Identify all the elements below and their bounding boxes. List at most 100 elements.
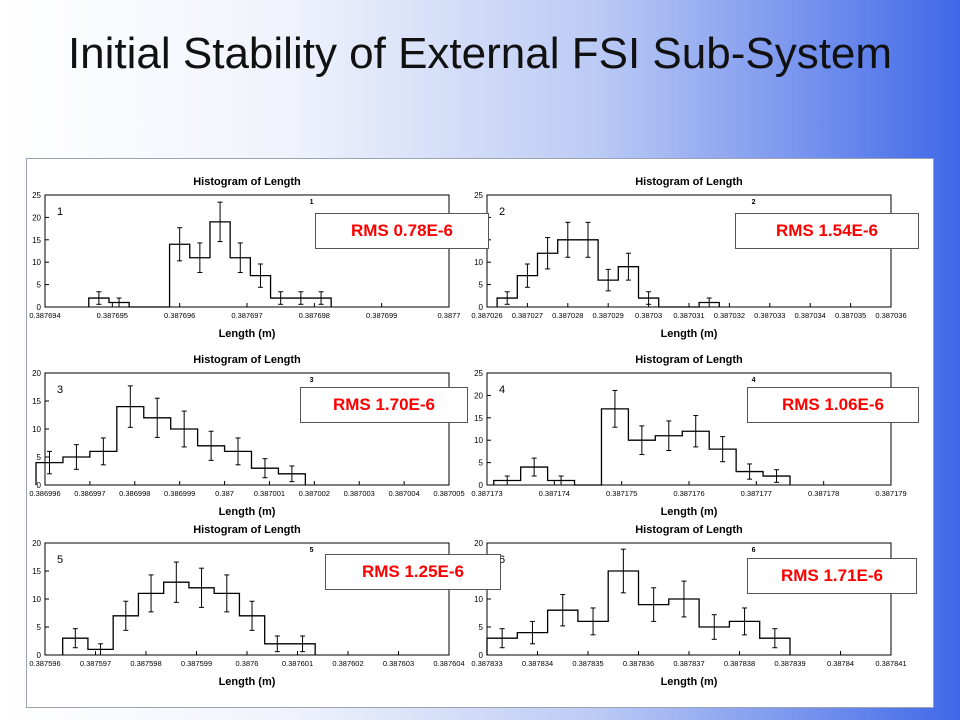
x-tick-label: 0.387005: [433, 489, 464, 498]
y-tick-label: 5: [479, 281, 484, 290]
y-tick-label: 20: [474, 539, 483, 548]
x-tick-label: 0.387028: [552, 311, 583, 320]
y-tick-label: 10: [32, 258, 41, 267]
panel-number: 6: [499, 554, 505, 566]
x-tick-label: 0.387601: [282, 659, 313, 668]
x-axis-label: Length (m): [661, 506, 718, 518]
x-tick-label: 0.3877: [438, 311, 461, 320]
y-tick-label: 15: [32, 397, 41, 406]
y-tick-label: 10: [474, 258, 483, 267]
x-tick-label: 0.387033: [754, 311, 785, 320]
panel-number: 4: [499, 384, 505, 396]
panel-number: 1: [57, 206, 63, 218]
x-tick-label: 0.387: [215, 489, 234, 498]
x-tick-label: 0.387177: [741, 489, 772, 498]
x-tick-label: 0.387026: [471, 311, 502, 320]
y-tick-label: 5: [37, 281, 42, 290]
chart-title: Histogram of Length: [193, 176, 301, 188]
y-tick-label: 0: [479, 303, 484, 312]
y-tick-label: 0: [37, 651, 42, 660]
x-tick-label: 0.387839: [774, 659, 805, 668]
rms-callout: RMS 1.70E-6: [300, 387, 468, 423]
x-tick-label: 0.387179: [875, 489, 906, 498]
y-tick-label: 20: [32, 539, 41, 548]
slide-title: Initial Stability of External FSI Sub-Sy…: [67, 29, 893, 78]
x-tick-label: 0.387034: [795, 311, 826, 320]
y-tick-label: 0: [37, 303, 42, 312]
x-tick-label: 0.387178: [808, 489, 839, 498]
y-tick-label: 10: [474, 436, 483, 445]
x-tick-label: 0.3876: [236, 659, 259, 668]
x-tick-label: 0.387602: [332, 659, 363, 668]
y-tick-label: 15: [474, 414, 483, 423]
x-tick-label: 0.387004: [388, 489, 419, 498]
y-tick-label: 0: [479, 481, 484, 490]
y-tick-label: 10: [32, 425, 41, 434]
panel-mini-number: 5: [310, 547, 314, 554]
x-tick-label: 0.387176: [673, 489, 704, 498]
rms-callout: RMS 1.25E-6: [325, 554, 501, 590]
panel-mini-number: 6: [752, 547, 756, 554]
x-tick-label: 0.387596: [29, 659, 60, 668]
x-tick-label: 0.387031: [673, 311, 704, 320]
y-tick-label: 0: [37, 481, 42, 490]
histogram-panel: Histogram of Length Length (m) 0 5 10 15 20 25 0…: [26, 158, 934, 708]
x-tick-label: 0.387175: [606, 489, 637, 498]
y-tick-label: 25: [474, 369, 483, 378]
x-tick-label: 0.387695: [97, 311, 128, 320]
x-axis-label: Length (m): [661, 676, 718, 688]
x-tick-label: 0.387597: [80, 659, 111, 668]
y-tick-label: 20: [32, 213, 41, 222]
y-tick-label: 15: [32, 567, 41, 576]
x-tick-label: 0.387036: [875, 311, 906, 320]
rms-callout: RMS 1.54E-6: [735, 213, 919, 249]
x-axis-label: Length (m): [661, 328, 718, 340]
y-tick-label: 20: [32, 369, 41, 378]
y-tick-label: 5: [37, 453, 42, 462]
x-tick-label: 0.387003: [344, 489, 375, 498]
x-tick-label: 0.38784: [827, 659, 854, 668]
x-tick-label: 0.386996: [29, 489, 60, 498]
x-tick-label: 0.387599: [181, 659, 212, 668]
y-tick-label: 10: [32, 595, 41, 604]
x-tick-label: 0.387029: [593, 311, 624, 320]
x-tick-label: 0.387173: [471, 489, 502, 498]
chart-title: Histogram of Length: [193, 524, 301, 536]
x-axis-label: Length (m): [219, 506, 276, 518]
rms-callout: RMS 1.71E-6: [747, 558, 917, 594]
rms-callout: RMS 0.78E-6: [315, 213, 489, 249]
x-tick-label: 0.386997: [74, 489, 105, 498]
rms-callout: RMS 1.06E-6: [747, 387, 919, 423]
x-tick-label: 0.387836: [623, 659, 654, 668]
x-tick-label: 0.387002: [299, 489, 330, 498]
x-tick-label: 0.387696: [164, 311, 195, 320]
x-tick-label: 0.387834: [522, 659, 553, 668]
x-axis-label: Length (m): [219, 328, 276, 340]
x-tick-label: 0.386998: [119, 489, 150, 498]
x-tick-label: 0.387032: [714, 311, 745, 320]
y-tick-label: 25: [32, 191, 41, 200]
y-tick-label: 15: [32, 236, 41, 245]
x-tick-label: 0.38703: [635, 311, 662, 320]
y-tick-label: 10: [474, 595, 483, 604]
x-tick-label: 0.387698: [299, 311, 330, 320]
x-tick-label: 0.387833: [471, 659, 502, 668]
y-tick-label: 5: [37, 623, 42, 632]
x-tick-label: 0.387027: [512, 311, 543, 320]
x-tick-label: 0.387837: [673, 659, 704, 668]
x-tick-label: 0.387694: [29, 311, 60, 320]
x-axis-label: Length (m): [219, 676, 276, 688]
panel-number: 3: [57, 384, 63, 396]
panel-mini-number: 4: [752, 377, 756, 384]
y-tick-label: 5: [479, 623, 484, 632]
histogram-steps: [88, 221, 332, 308]
panel-mini-number: 2: [752, 199, 756, 206]
panel-mini-number: 3: [310, 377, 314, 384]
x-tick-label: 0.387697: [231, 311, 262, 320]
chart-title: Histogram of Length: [635, 524, 743, 536]
x-tick-label: 0.386999: [164, 489, 195, 498]
chart-title: Histogram of Length: [193, 354, 301, 366]
y-tick-label: 5: [479, 459, 484, 468]
x-tick-label: 0.387699: [366, 311, 397, 320]
